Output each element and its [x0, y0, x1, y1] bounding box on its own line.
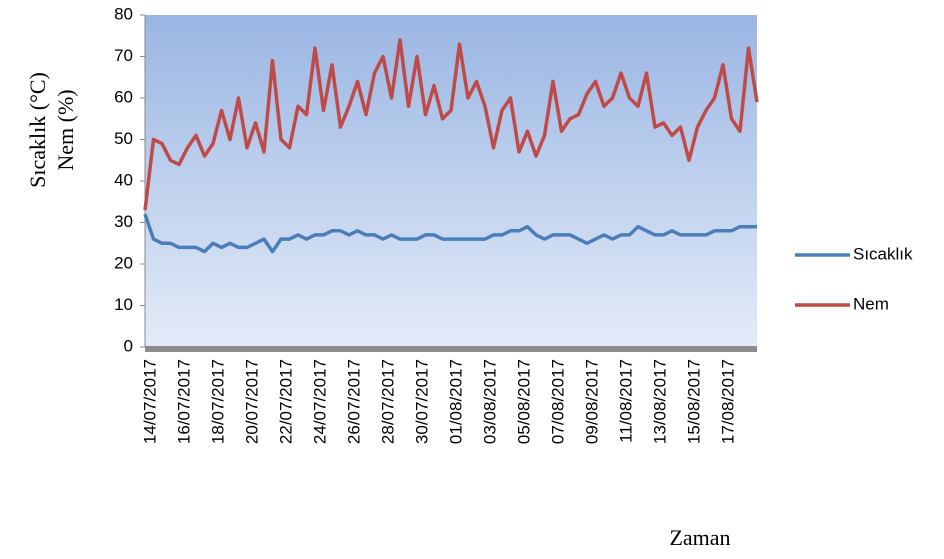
y-tick-label: 50 [114, 129, 133, 148]
x-tick-label: 09/08/2017 [582, 359, 601, 444]
x-tick-label: 18/07/2017 [208, 359, 227, 444]
x-tick-label: 17/08/2017 [718, 359, 737, 444]
x-tick-label: 20/07/2017 [242, 359, 261, 444]
series-line [143, 213, 757, 254]
x-tick-label: 13/08/2017 [650, 359, 669, 444]
x-axis-title: Zaman [669, 525, 730, 550]
x-tick-label: 26/07/2017 [344, 359, 363, 444]
y-tick-label: 70 [114, 46, 133, 65]
x-tick-label: 14/07/2017 [140, 359, 159, 444]
plot-area [145, 15, 757, 347]
y-axis-title: Sıcaklık (°C) [25, 72, 50, 188]
y-tick-label: 30 [114, 212, 133, 231]
x-tick-label: 22/07/2017 [276, 359, 295, 444]
x-tick-label: 03/08/2017 [480, 359, 499, 444]
y-tick-label: 80 [114, 4, 133, 23]
y-tick-label: 40 [114, 170, 133, 189]
x-tick-label: 07/08/2017 [548, 359, 567, 444]
legend-label: Sıcaklık [853, 244, 913, 263]
y-axis-title: Nem (%) [53, 89, 78, 170]
x-tick-label: 15/08/2017 [684, 359, 703, 444]
x-tick-label: 05/08/2017 [514, 359, 533, 444]
x-tick-label: 28/07/2017 [378, 359, 397, 444]
y-tick-label: 20 [114, 253, 133, 272]
y-tick-label: 10 [114, 295, 133, 314]
x-tick-label: 01/08/2017 [446, 359, 465, 444]
x-tick-label: 11/08/2017 [616, 359, 635, 443]
x-axis [145, 346, 757, 352]
series-line [143, 38, 759, 211]
y-tick-label: 60 [114, 87, 133, 106]
x-tick-label: 24/07/2017 [310, 359, 329, 444]
x-tick-label: 16/07/2017 [174, 359, 193, 444]
legend-label: Nem [853, 294, 889, 313]
x-tick-label: 30/07/2017 [412, 359, 431, 444]
y-tick-label: 0 [124, 336, 133, 355]
